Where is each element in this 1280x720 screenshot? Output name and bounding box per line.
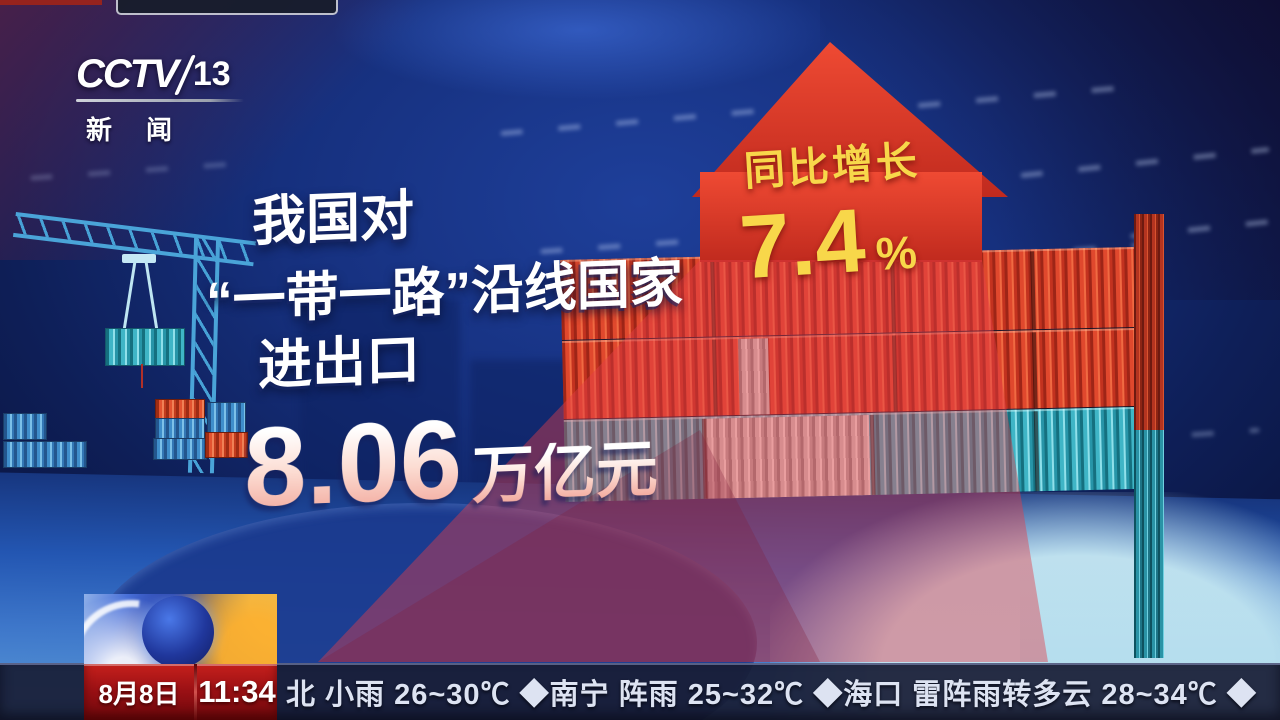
datetime-box: 8月8日 11:34 (84, 664, 277, 720)
container-column-side-teal (1134, 430, 1164, 658)
growth-label: 同比增长 (742, 137, 922, 195)
channel-logo-text: CCTV (76, 52, 179, 96)
headline-line3: 进出口 (257, 329, 421, 397)
crane-hook-line (141, 364, 143, 388)
skyline-building (300, 300, 460, 510)
datetime-divider (194, 664, 197, 720)
time-label: 11:34 (198, 674, 276, 709)
small-container (3, 441, 87, 468)
hoisted-container (105, 328, 185, 366)
stat-unit: 万亿元 (471, 434, 659, 512)
globe-icon (142, 596, 214, 664)
weather-ticker: 北 小雨 26~30℃ ◆南宁 阵雨 25~32℃ ◆海口 雷阵雨转多云 28~… (286, 678, 1257, 711)
top-edge-red-strip (0, 0, 102, 5)
headline-line1: 我国对 (251, 185, 415, 253)
crane-spreader (122, 254, 156, 263)
stat-value: 8.06 (243, 396, 463, 531)
small-container (205, 432, 248, 458)
channel-logo: CCTV 13 新闻 (76, 52, 246, 147)
news-globe-thumbnail (84, 594, 277, 664)
small-container (3, 413, 47, 440)
channel-subtitle: 新闻 (86, 115, 207, 145)
growth-percent-sign: % (874, 225, 919, 281)
date-label: 8月8日 (98, 678, 180, 709)
growth-value: 7.4 (737, 190, 869, 299)
channel-number: 13 (192, 55, 231, 93)
logo-underline (76, 99, 244, 102)
container-column-side-red (1134, 214, 1164, 430)
top-edge-dark-box (116, 0, 338, 15)
